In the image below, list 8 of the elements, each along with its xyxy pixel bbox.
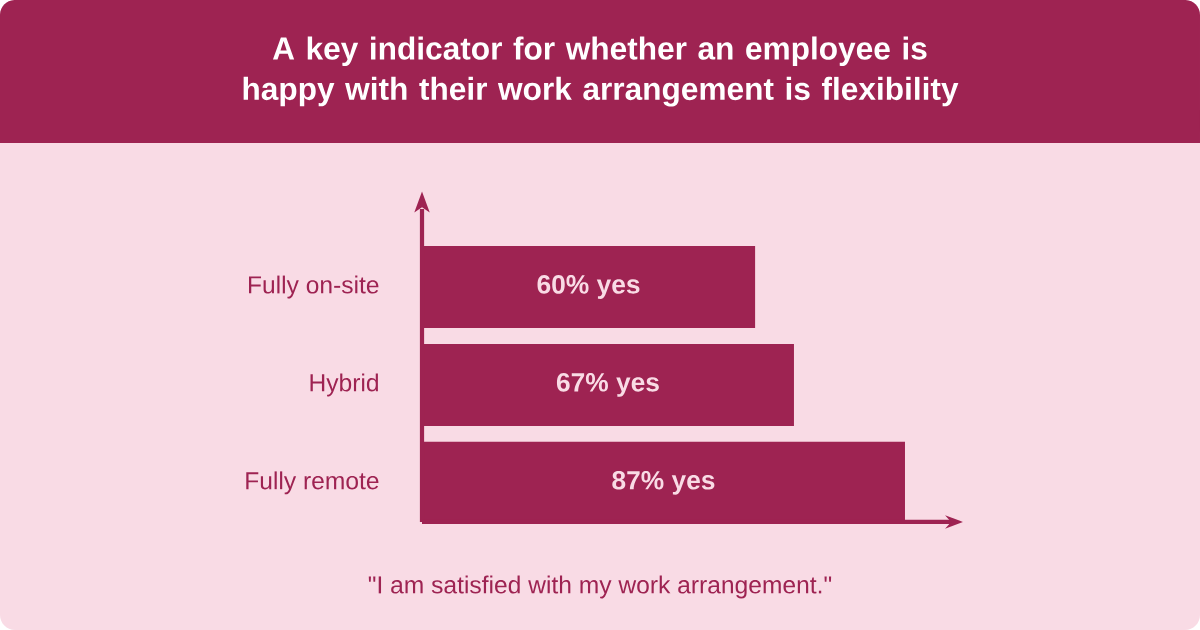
y-tick-label: Hybrid: [310, 373, 378, 397]
y-tick-label: Fully remote: [246, 471, 379, 495]
data-label: 67% yes: [556, 372, 659, 397]
chart-title: A key indicator for whether an employee is happy with their work arrangement is flexibility: [243, 36, 959, 107]
text: "I am satisfied with my work arrangement.": [368, 575, 832, 599]
data-label: 60% yes: [537, 275, 640, 299]
data-label: 87% yes: [612, 470, 715, 495]
y-tick-label: Fully on-site: [249, 275, 379, 299]
